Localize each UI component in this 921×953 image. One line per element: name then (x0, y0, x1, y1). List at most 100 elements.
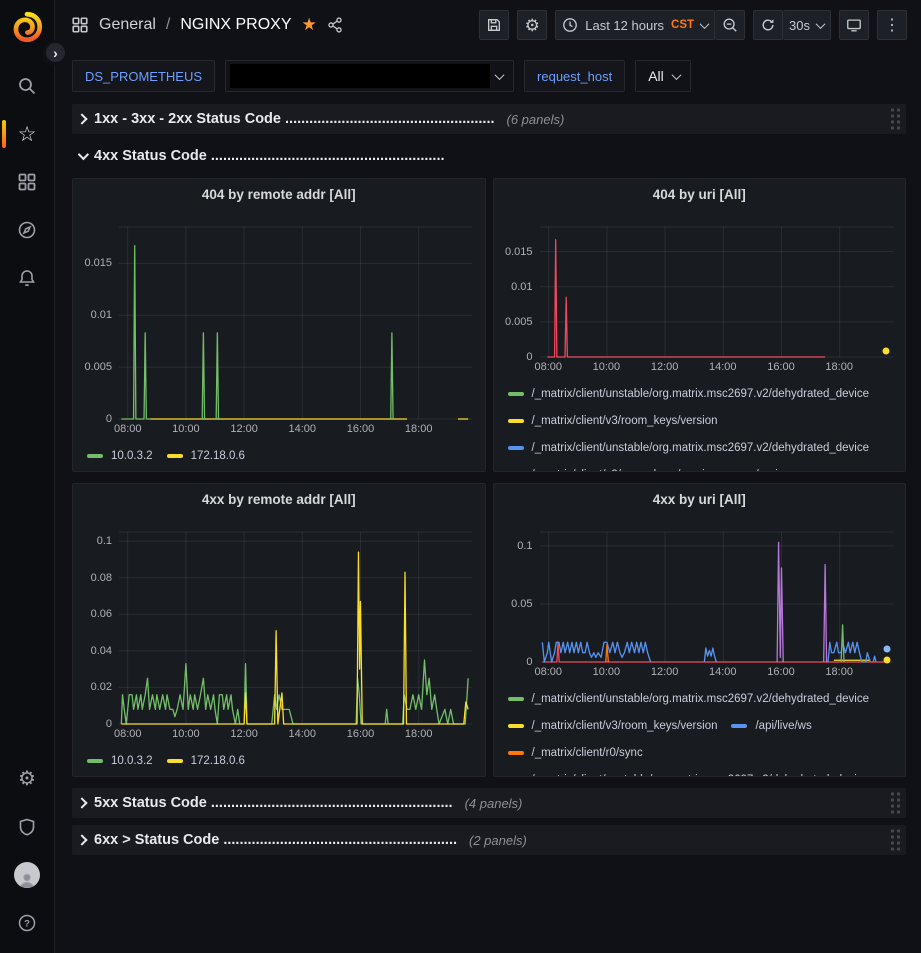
panel-title[interactable]: 4xx by uri [All] (652, 492, 746, 507)
sidebar-item-explore[interactable] (0, 206, 55, 254)
plot-area[interactable]: 0 0.05 0.1 (511, 532, 894, 668)
breadcrumb-section[interactable]: General (99, 16, 156, 33)
panel-4xx-by-uri: 4xx by uri [All] 0 0.05 0.1 08:00 10:00 12:0… (492, 483, 906, 777)
tv-mode-button[interactable] (839, 10, 869, 40)
apps-grid-icon (72, 17, 88, 33)
time-range-picker[interactable]: Last 12 hours CST (555, 10, 716, 40)
y-axis-tick-label: 0 (105, 718, 112, 730)
y-axis-tick-label: 0 (526, 351, 533, 363)
legend-series-dash (166, 454, 183, 458)
sidebar-item-dashboards[interactable] (0, 158, 55, 206)
clock-icon (563, 18, 578, 32)
plot-area[interactable]: 0 0.02 0.04 0.06 0.08 0.1 (91, 532, 473, 730)
legend-series-label: 172.18.0.6 (190, 755, 245, 767)
panel-title[interactable]: 404 by uri [All] (652, 187, 746, 202)
sidebar-expand-button[interactable]: › (43, 40, 68, 65)
x-axis-tick-label: 08:00 (113, 423, 142, 435)
sidebar-item-help[interactable]: ? (0, 899, 55, 947)
row-header-1xx[interactable]: 1xx - 3xx - 2xx Status Code ............… (72, 104, 906, 134)
legend-series-dash (166, 759, 183, 763)
row-drag-handle[interactable] (891, 108, 900, 130)
x-axis-tick-label: 08:00 (534, 666, 562, 678)
sidebar-item-configuration[interactable]: ⚙ (0, 755, 55, 803)
y-axis-tick-label: 0.08 (90, 571, 112, 584)
legend-series-dash (507, 392, 524, 396)
legend-series-dash (87, 454, 103, 458)
legend-series-dash (731, 724, 748, 728)
sidebar-item-user[interactable] (0, 851, 55, 899)
legend-item[interactable]: /_matrix/client/unstable/org.matrix.msc2… (507, 690, 870, 708)
row-drag-handle[interactable] (891, 829, 900, 851)
variable-request-host-select[interactable]: All (635, 60, 691, 92)
more-options-button[interactable]: ⋮ (877, 10, 907, 40)
plot-area[interactable]: 0 0.005 0.01 0.015 (505, 227, 894, 363)
legend-item[interactable]: /_matrix/client/v3/room_keys/version (508, 466, 718, 471)
legend-series-label: /api/live/ws (755, 720, 812, 732)
refresh-button[interactable] (753, 10, 784, 40)
y-axis-tick-label: 0.01 (90, 309, 112, 322)
legend-item[interactable]: /_matrix/client/r0/sync (507, 744, 643, 762)
y-axis-tick-label: 0.02 (90, 681, 112, 694)
legend-item[interactable]: /_matrix/client/unstable/org.matrix.msc2… (507, 439, 869, 457)
row-header-4xx[interactable]: 4xx Status Code ........................… (72, 141, 906, 171)
time-range-label: Last 12 hours (585, 17, 665, 33)
row-drag-handle[interactable] (891, 792, 900, 814)
legend-series-label: /_matrix/client/unstable/org.matrix.msc2… (531, 693, 870, 705)
variable-request-host-label[interactable]: request_host (524, 60, 626, 92)
share-icon[interactable] (327, 17, 343, 33)
legend-item[interactable]: /api/live/ws (731, 717, 812, 735)
legend: 10.0.3.2 172.18.0.6 (87, 752, 477, 770)
dashboard-title[interactable]: NGINX PROXY (180, 16, 292, 33)
legend-item[interactable]: /sw.js (731, 466, 783, 471)
legend-item[interactable]: 10.0.3.2 (87, 447, 153, 465)
sidebar-item-alerting[interactable] (0, 254, 55, 302)
legend-item[interactable]: /_matrix/client/v3/room_keys/version (507, 412, 717, 430)
legend-item[interactable]: /_matrix/client/unstable/org.matrix.msc2… (508, 771, 870, 776)
legend-series-dash (87, 759, 103, 763)
refresh-icon (762, 19, 774, 31)
kebab-menu-icon: ⋮ (884, 17, 900, 34)
breadcrumb: General / NGINX PROXY ★ (71, 15, 343, 35)
x-axis: 08:00 10:00 12:00 14:00 16:00 18:00 (114, 727, 473, 743)
row-header-6xx[interactable]: 6xx > Status Code ......................… (72, 825, 906, 855)
sidebar-item-search[interactable] (0, 62, 55, 110)
variable-datasource-label[interactable]: DS_PROMETHEUS (72, 60, 216, 92)
variable-datasource: DS_PROMETHEUS (72, 60, 216, 92)
sidebar-item-server-admin[interactable] (0, 803, 55, 851)
row-title: 6xx > Status Code ......................… (94, 832, 458, 848)
panel-404-by-uri: 404 by uri [All] 0 0.005 0.01 0.015 08:00 10… (492, 178, 906, 472)
dashboard-settings-button[interactable]: ⚙ (517, 10, 548, 40)
panel-title[interactable]: 404 by remote addr [All] (201, 187, 356, 202)
legend-item[interactable]: 172.18.0.6 (166, 447, 245, 465)
sidebar-item-starred[interactable]: ☆ (0, 110, 55, 158)
legend-series-label: /_matrix/client/r0/sync (531, 747, 643, 759)
legend-series-dash (507, 751, 524, 755)
refresh-interval-label: 30s (789, 17, 810, 33)
row-panel-count: (6 panels) (506, 111, 565, 127)
star-icon[interactable]: ★ (301, 15, 317, 34)
main-area: General / NGINX PROXY ★ ⚙ (55, 0, 921, 953)
legend-item[interactable]: 10.0.3.2 (87, 752, 153, 770)
variable-datasource-select[interactable] (225, 60, 515, 92)
x-axis-tick-label: 14:00 (288, 728, 317, 740)
save-dashboard-button[interactable] (479, 10, 510, 40)
legend: 10.0.3.2 172.18.0.6 (87, 447, 477, 465)
x-axis-tick-label: 16:00 (767, 361, 795, 373)
legend-item[interactable]: 172.18.0.6 (166, 752, 245, 770)
grafana-logo[interactable] (10, 10, 44, 44)
variables-bar: DS_PROMETHEUS request_host All (55, 50, 921, 100)
legend-series-label: /_matrix/client/unstable/org.matrix.msc2… (532, 774, 870, 776)
refresh-interval-picker[interactable]: 30s (783, 10, 831, 40)
plot-area[interactable]: 0 0.005 0.01 0.015 (84, 227, 473, 425)
y-axis-tick-label: 0.015 (84, 257, 112, 270)
chevron-right-icon (76, 834, 88, 846)
server-admin-shield-icon (19, 818, 35, 836)
panel-404-by-remote-addr: 404 by remote addr [All] 0 0.005 0.01 0.015… (72, 178, 486, 472)
row-title: 5xx Status Code ........................… (94, 795, 453, 811)
legend-item[interactable]: /_matrix/client/v3/room_keys/version (507, 717, 717, 735)
legend-item[interactable]: /_matrix/client/unstable/org.matrix.msc2… (507, 385, 869, 403)
panel-title[interactable]: 4xx by remote addr [All] (201, 492, 356, 507)
row-header-5xx[interactable]: 5xx Status Code ........................… (72, 788, 906, 818)
zoom-out-time-button[interactable] (715, 10, 746, 40)
